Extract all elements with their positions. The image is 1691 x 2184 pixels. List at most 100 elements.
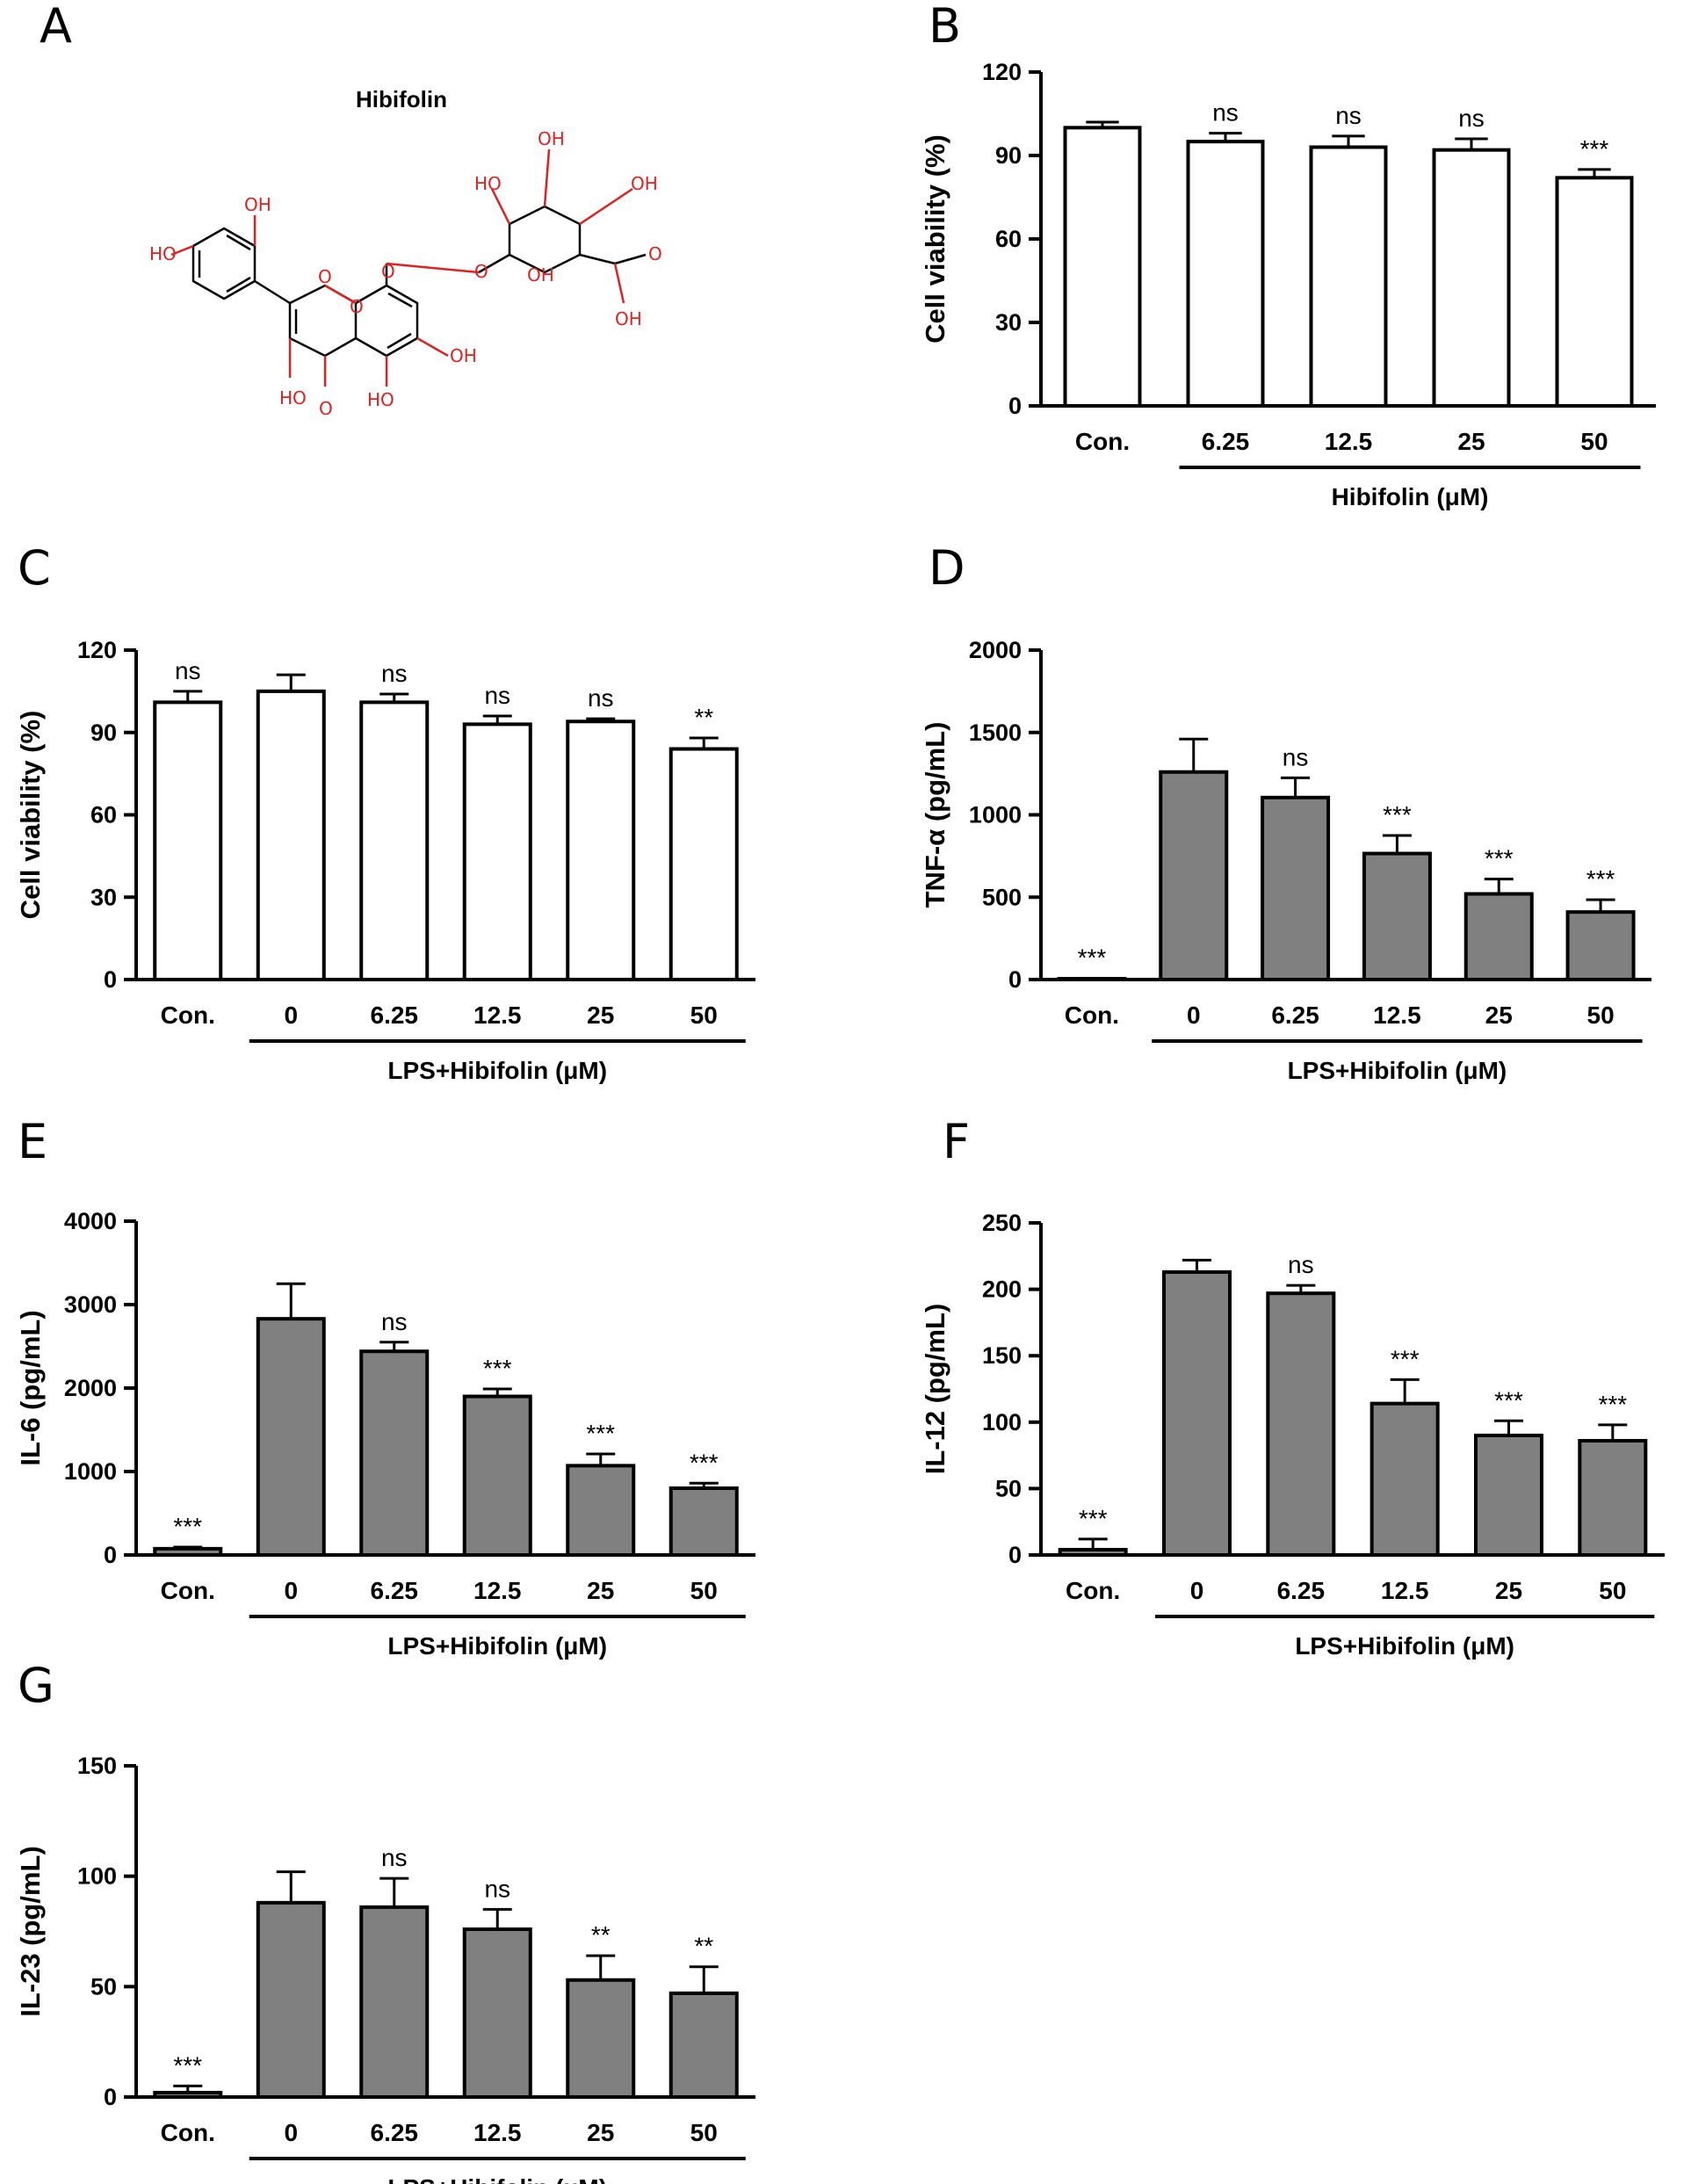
atom-label: HO [367, 389, 394, 410]
significance-label: ns [484, 682, 510, 709]
y-tick-label: 60 [90, 802, 117, 828]
y-axis-title: TNF-α (pg/mL) [920, 722, 950, 908]
structure-title: Hibifolin [356, 86, 447, 112]
y-axis-title: IL-23 (pg/mL) [15, 1846, 46, 2017]
y-axis-title: Cell viability (%) [920, 134, 950, 344]
bar [1362, 851, 1432, 981]
x-tick-label: 25 [587, 1577, 614, 1604]
bar [1309, 145, 1388, 408]
y-axis-title: IL-12 (pg/mL) [920, 1304, 950, 1475]
x-axis-title: LPS+Hibifolin (μM) [387, 2174, 607, 2184]
significance-label: *** [1078, 944, 1107, 972]
significance-label: ns [381, 1844, 408, 1871]
y-tick-label: 500 [982, 884, 1022, 910]
y-tick-label: 1000 [64, 1458, 117, 1485]
bar [462, 722, 532, 981]
structure-red-bonds [170, 148, 633, 387]
x-axis-title: Hibifolin (μM) [1332, 483, 1489, 510]
bar [256, 689, 326, 981]
chart-d: 0 500 1000 1500 2000 TNF-α (pg/mL) *** Con. 0 ns 6… [920, 637, 1651, 1084]
significance-label: *** [1079, 1505, 1108, 1532]
bar [256, 1900, 326, 2099]
bond-ring-b [192, 227, 257, 300]
significance-label: ns [175, 657, 201, 684]
y-tick-label: 120 [982, 59, 1022, 85]
atom-label: OH [244, 194, 271, 215]
x-axis-title: LPS+Hibifolin (μM) [1288, 1057, 1507, 1084]
x-tick-label: 25 [1495, 1577, 1522, 1604]
bar [1578, 1438, 1648, 1558]
y-tick-label: 30 [995, 309, 1022, 336]
bond-oh-sugar-2 [543, 148, 551, 207]
bond-sugar-ring [508, 205, 582, 274]
bar [1261, 795, 1331, 981]
y-tick-label: 0 [1008, 966, 1022, 993]
y-tick-label: 0 [1008, 393, 1022, 419]
significance-label: ns [381, 660, 408, 687]
bond-oh-2 [170, 244, 194, 257]
y-tick-label: 250 [982, 1210, 1022, 1236]
x-tick-label: 12.5 [473, 1002, 522, 1029]
x-tick-label: 12.5 [1373, 1002, 1421, 1029]
significance-label: ns [1212, 99, 1239, 127]
x-tick-label: 6.25 [371, 2119, 419, 2146]
bar [359, 1905, 430, 2099]
significance-label: *** [690, 1449, 719, 1476]
bar [359, 1349, 430, 1557]
bond-ring-a-inner-1 [387, 292, 413, 308]
bond-oh-sugar-3 [579, 187, 633, 226]
y-tick-label: 150 [982, 1342, 1022, 1369]
x-tick-label: 12.5 [473, 1577, 522, 1604]
chart-g: 0 50 100 150 IL-23 (pg/mL) *** Con. 0 ns 6.25 ns 12… [15, 1753, 755, 2184]
bond-ring-b-inner-3 [226, 276, 251, 293]
bar [1463, 892, 1534, 981]
bar [1186, 140, 1265, 409]
atom-label: O [350, 296, 364, 317]
x-tick-label: 12.5 [1325, 428, 1373, 455]
x-tick-label: Con. [1066, 1577, 1120, 1604]
y-tick-label: 90 [995, 142, 1022, 169]
significance-label: *** [1580, 135, 1609, 163]
bar [1159, 770, 1229, 981]
significance-label: *** [1485, 845, 1514, 872]
x-tick-label: 0 [284, 2119, 298, 2146]
y-axis-title: Cell viability (%) [15, 711, 46, 920]
panel-letter-f: F [943, 1114, 970, 1169]
atom-label: OH [527, 264, 554, 286]
bar [668, 1991, 739, 2099]
y-tick-label: 50 [90, 1973, 117, 2000]
x-tick-label: Con. [161, 1577, 215, 1604]
y-tick-label: 4000 [64, 1208, 117, 1234]
atom-label: HO [149, 243, 177, 264]
y-tick-label: 0 [1008, 1542, 1022, 1568]
x-tick-label: 25 [1485, 1002, 1513, 1029]
panel-letter-d: D [929, 540, 965, 596]
atom-label: HO [279, 387, 307, 409]
bar [1555, 176, 1634, 408]
atom-label: OH [450, 345, 477, 366]
panel-letter-e: E [18, 1114, 47, 1169]
bond-carboxyl-dbl [614, 253, 647, 265]
x-tick-label: 0 [284, 1002, 298, 1029]
bond-ring-c [288, 284, 358, 358]
x-tick-label: 6.25 [1277, 1577, 1326, 1604]
x-tick-label: 6.25 [371, 1002, 419, 1029]
significance-label: *** [483, 1355, 512, 1382]
x-axis-title: LPS+Hibifolin (μM) [387, 1057, 607, 1084]
significance-label: ns [1335, 102, 1362, 129]
chart-b: 0 30 60 90 120 Cell viability (%) Con. ns 6.25 ns… [920, 59, 1656, 510]
significance-label: *** [586, 1420, 615, 1447]
significance-label: ** [694, 704, 713, 731]
y-tick-label: 200 [982, 1276, 1022, 1303]
bar [1369, 1401, 1440, 1557]
bar [359, 700, 430, 981]
atom-label: OH [538, 128, 565, 149]
x-tick-label: Con. [161, 1002, 215, 1029]
panel-letter-g: G [18, 1658, 54, 1713]
x-tick-label: 12.5 [473, 2119, 522, 2146]
x-tick-label: 50 [1587, 1002, 1615, 1029]
y-tick-label: 50 [995, 1475, 1022, 1501]
y-tick-label: 1500 [969, 720, 1022, 746]
x-tick-label: Con. [1065, 1002, 1119, 1029]
